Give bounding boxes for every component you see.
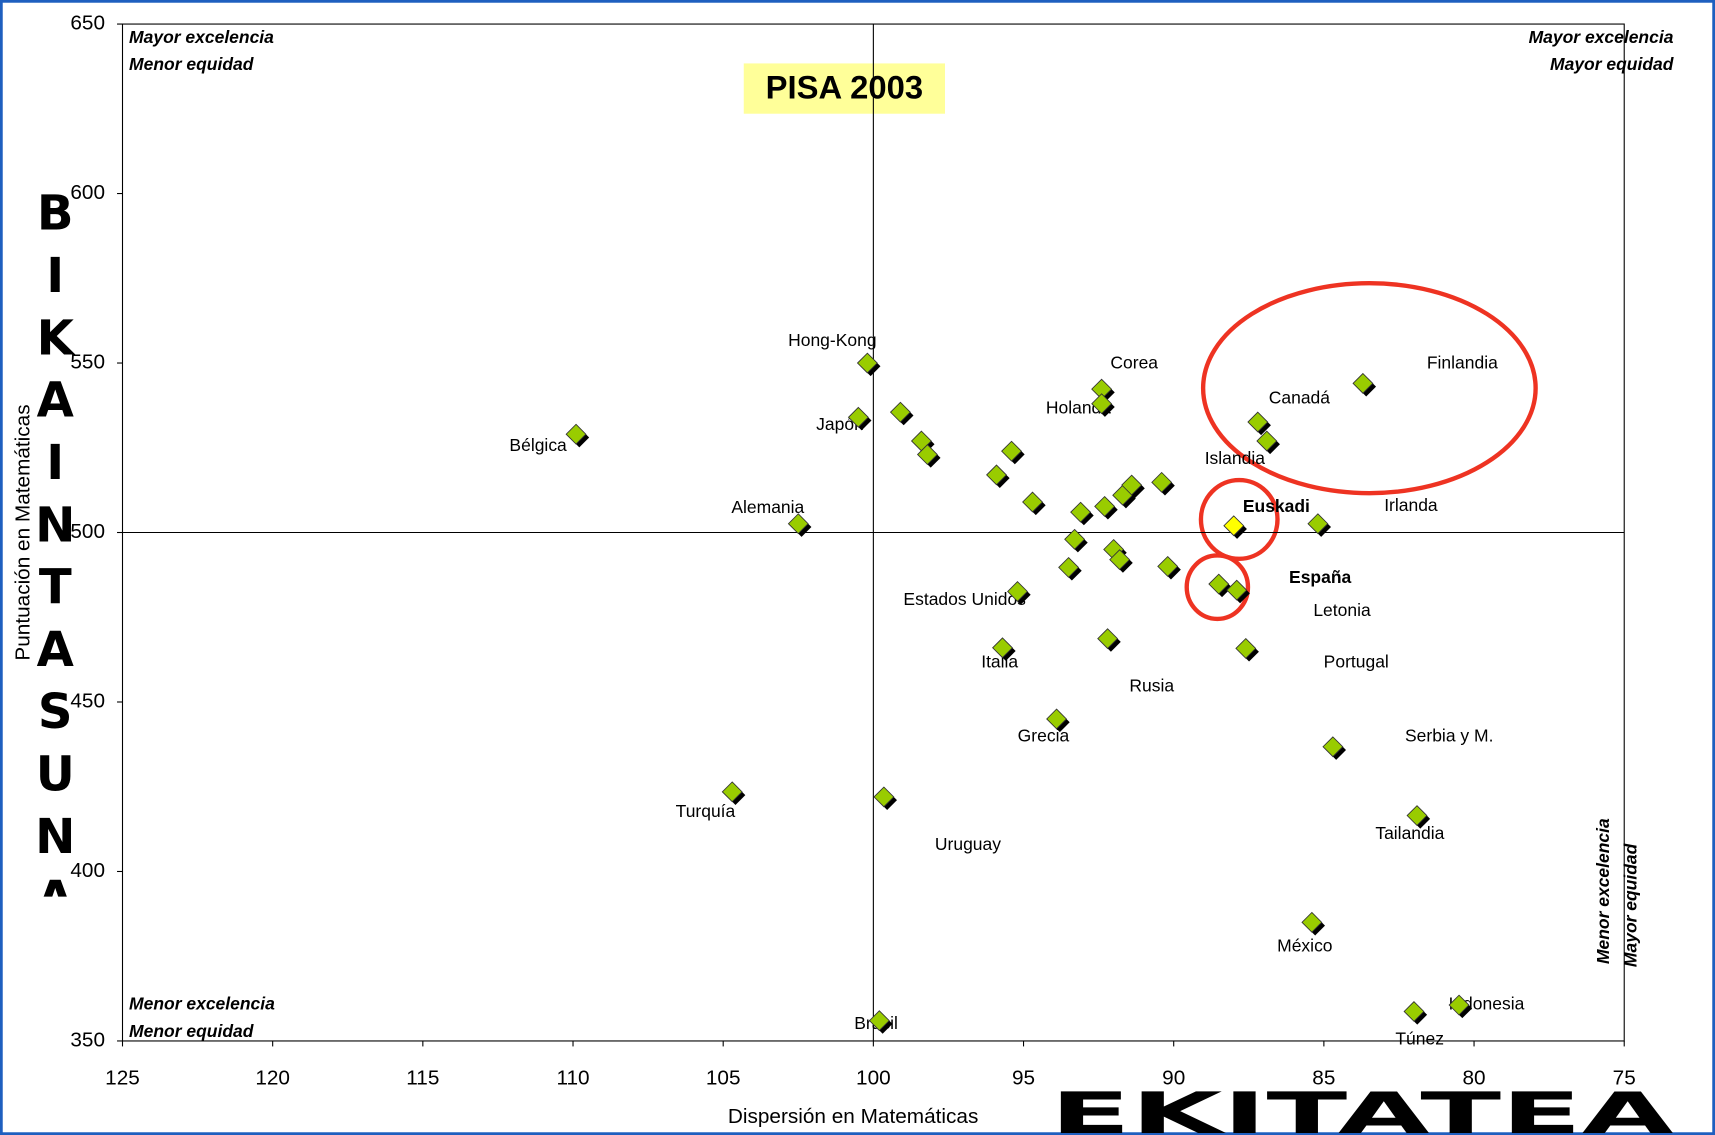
point xyxy=(1070,501,1092,523)
x-tick-label: 80 xyxy=(1462,1067,1485,1090)
point xyxy=(1046,708,1068,730)
y-tick-label: 400 xyxy=(70,859,105,882)
quadrant-label: Mayor excelencia xyxy=(129,27,274,47)
highlight-ellipse xyxy=(1184,553,1251,622)
point xyxy=(1406,805,1428,827)
highlight-ellipse xyxy=(1200,281,1538,496)
x-tick-label: 95 xyxy=(1012,1067,1035,1090)
point xyxy=(986,464,1007,486)
point xyxy=(1352,372,1374,394)
point xyxy=(1058,556,1080,578)
point xyxy=(1157,555,1179,577)
point-label: Irlanda xyxy=(1384,495,1438,515)
point-label: Finlandia xyxy=(1427,353,1498,373)
point-label: Portugal xyxy=(1324,651,1389,671)
point-label: Grecia xyxy=(1018,726,1070,746)
y-tick-label: 600 xyxy=(70,181,105,204)
x-tick-label: 125 xyxy=(105,1067,140,1090)
point xyxy=(1097,628,1119,650)
point xyxy=(1247,411,1269,433)
y-axis-label: Puntuación en Matemáticas xyxy=(12,404,35,660)
chart-title: PISA 2003 xyxy=(766,68,923,105)
point-label: Túnez xyxy=(1395,1028,1444,1048)
x-tick-label: 105 xyxy=(706,1067,741,1090)
point-label: Islandia xyxy=(1205,448,1266,468)
point xyxy=(916,444,938,466)
point xyxy=(1208,573,1230,595)
point xyxy=(1322,736,1344,758)
point xyxy=(1307,513,1329,535)
x-big-label: EKITATEA xyxy=(1050,1081,1673,1135)
point xyxy=(1301,911,1323,933)
point xyxy=(889,401,911,423)
point xyxy=(1094,495,1116,517)
point xyxy=(1151,471,1173,493)
quadrant-label: Mayor equidad xyxy=(1550,54,1674,74)
point xyxy=(1403,1001,1425,1022)
point xyxy=(1226,579,1248,601)
y-tick-label: 550 xyxy=(70,351,105,374)
point-label: Rusia xyxy=(1129,675,1174,695)
quadrant-label: Menor excelencia xyxy=(129,994,275,1014)
quadrant-label: Menor equidad xyxy=(129,54,254,74)
y-tick-label: 450 xyxy=(70,689,105,712)
point xyxy=(873,786,895,808)
point xyxy=(1001,440,1022,462)
quadrant-label: Menor equidad xyxy=(129,1021,254,1041)
x-tick-label: 110 xyxy=(556,1067,589,1090)
point-label: Euskadi xyxy=(1243,496,1310,516)
point xyxy=(721,781,743,803)
highlight-ellipse xyxy=(1198,477,1280,561)
point-label: Tailandia xyxy=(1375,823,1444,843)
point xyxy=(787,513,809,535)
point xyxy=(1448,994,1470,1016)
x-tick-label: 85 xyxy=(1312,1067,1335,1090)
point-label: Estados Unidos xyxy=(903,589,1026,609)
y-tick-label: 350 xyxy=(70,1028,105,1051)
quadrant-label: Menor excelencia xyxy=(1593,818,1613,964)
point xyxy=(1022,491,1044,513)
point-label: Corea xyxy=(1110,353,1158,373)
point xyxy=(847,406,869,428)
point-label: Serbia y M. xyxy=(1405,726,1493,746)
point xyxy=(1007,581,1028,602)
point xyxy=(1091,393,1113,415)
y-tick-label: 500 xyxy=(70,520,105,543)
y-tick-label: 650 xyxy=(70,12,105,35)
point xyxy=(1235,637,1257,659)
point-label: Bélgica xyxy=(509,435,567,455)
quadrant-label: Mayor equidad xyxy=(1620,843,1640,967)
point-label: México xyxy=(1277,936,1332,956)
point xyxy=(856,352,878,374)
x-tick-label: 75 xyxy=(1613,1067,1636,1090)
x-tick-label: 120 xyxy=(255,1067,290,1090)
point-label: Canadá xyxy=(1269,388,1331,408)
point xyxy=(1256,430,1278,452)
point-label: Alemania xyxy=(731,497,804,517)
point xyxy=(992,637,1013,659)
quadrant-label: Mayor excelencia xyxy=(1529,27,1674,47)
point xyxy=(1121,474,1143,496)
x-axis-label: Dispersión en Matemáticas xyxy=(728,1105,978,1128)
title-box xyxy=(743,63,945,114)
point xyxy=(565,423,587,445)
point xyxy=(1109,549,1131,571)
point-label: Letonia xyxy=(1313,600,1371,620)
point-label: España xyxy=(1289,567,1351,587)
x-tick-label: 100 xyxy=(856,1067,891,1090)
point xyxy=(1064,528,1086,550)
y-big-label-box: BIKAINTASUNA xyxy=(30,185,84,897)
x-tick-label: 90 xyxy=(1162,1067,1185,1090)
point xyxy=(1223,515,1245,537)
point xyxy=(868,1010,890,1032)
x-tick-label: 115 xyxy=(406,1067,439,1090)
point-label: Turquía xyxy=(676,801,736,821)
point-label: Hong-Kong xyxy=(788,330,876,350)
y-big-label: BIKAINTASUNA xyxy=(30,185,84,897)
point-label: Uruguay xyxy=(935,834,1001,854)
